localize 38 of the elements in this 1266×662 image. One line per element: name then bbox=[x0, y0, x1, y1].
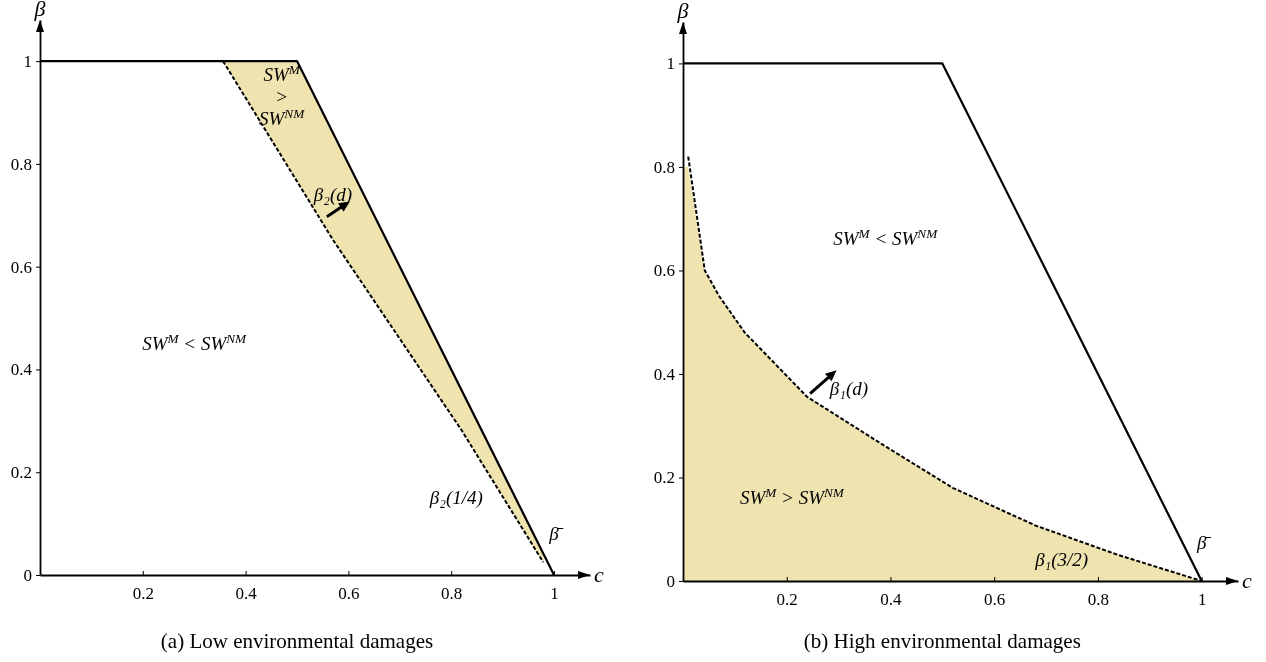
x-tick-label: 1 bbox=[550, 584, 559, 604]
x-tick-label: 0.2 bbox=[132, 584, 154, 604]
x-tick-label: 0.4 bbox=[235, 584, 258, 604]
annotation: β₂(d) bbox=[312, 183, 353, 206]
y-tick-label: 0 bbox=[666, 571, 675, 591]
y-axis-title: β bbox=[33, 0, 46, 21]
x-tick-label: 0.4 bbox=[880, 590, 903, 610]
x-axis-title: c bbox=[1242, 568, 1252, 593]
y-tick-label: 0.6 bbox=[10, 257, 32, 277]
y-tick-label: 0.2 bbox=[10, 463, 32, 483]
x-tick-label: 0.6 bbox=[338, 584, 360, 604]
y-tick-label: 0.2 bbox=[653, 468, 675, 488]
annotation: β₂(1/4) bbox=[428, 486, 483, 509]
annotation: β₁(3/2) bbox=[1034, 549, 1089, 572]
y-tick-label: 0.6 bbox=[653, 261, 675, 281]
x-tick-label: 0.8 bbox=[441, 584, 463, 604]
text: (a) Low environmental damages bbox=[160, 629, 434, 653]
annotation: SW$^{M}$ > SW$^{NM}$ bbox=[258, 61, 306, 130]
y-tick-label: 0.8 bbox=[10, 154, 32, 174]
y-tick-label: 0.8 bbox=[653, 157, 675, 177]
annotation: SW$^{M}$ < SW$^{NM}$ bbox=[142, 330, 248, 354]
y-axis-title: β bbox=[676, 0, 689, 23]
x-tick-label: 1 bbox=[1197, 590, 1207, 610]
text: (b) High environmental damages bbox=[803, 629, 1081, 653]
annotation: β̄ bbox=[548, 522, 564, 544]
y-tick-label: 0.4 bbox=[10, 360, 33, 380]
y-tick-label: 1 bbox=[666, 54, 675, 74]
annotation: β₁(d) bbox=[828, 378, 869, 401]
y-tick-label: 1 bbox=[23, 52, 32, 72]
y-tick-label: 0.4 bbox=[653, 364, 676, 384]
x-tick-label: 0.8 bbox=[1087, 590, 1110, 610]
x-axis-title: c bbox=[594, 562, 604, 587]
y-tick-label: 0 bbox=[23, 565, 32, 585]
annotation: SW$^{M}$ < SW$^{NM}$ bbox=[833, 225, 939, 250]
x-tick-label: 0.2 bbox=[776, 590, 798, 610]
x-tick-label: 0.6 bbox=[984, 590, 1006, 610]
annotation: β̄ bbox=[1195, 531, 1212, 553]
annotation: SW$^{M}$ > SW$^{NM}$ bbox=[739, 484, 845, 509]
